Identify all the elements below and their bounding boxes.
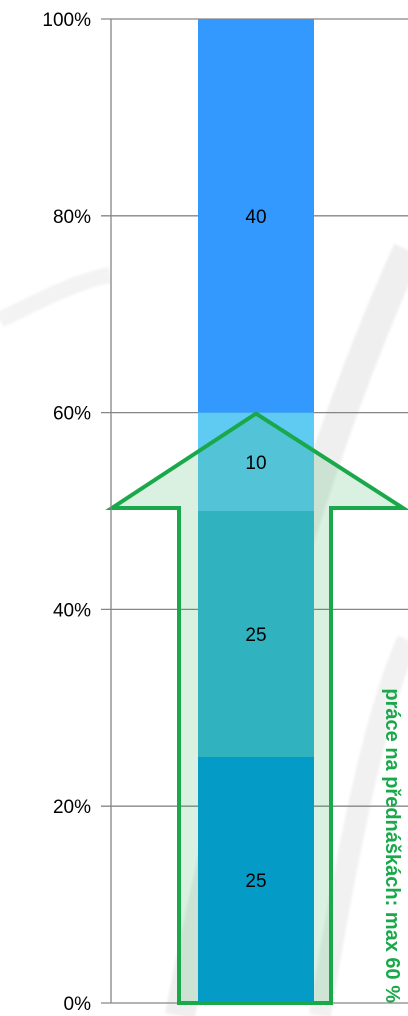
highlight-band bbox=[198, 413, 314, 511]
bar-segment bbox=[198, 511, 314, 757]
data-label: 25 bbox=[245, 625, 266, 646]
data-label: 25 bbox=[245, 871, 266, 892]
data-label: 10 bbox=[245, 453, 266, 474]
bar-segment bbox=[198, 19, 314, 413]
y-tick-label: 40% bbox=[53, 600, 91, 621]
y-tick-label: 100% bbox=[42, 10, 91, 31]
y-tick-label: 80% bbox=[53, 207, 91, 228]
y-tick-label: 20% bbox=[53, 797, 91, 818]
annotation-text: práce na přednáškách: max 60 % bbox=[381, 688, 403, 1003]
bar-segment bbox=[198, 757, 314, 1003]
y-axis: 0% 20% 40% 60% 80% 100% bbox=[42, 10, 112, 1015]
y-tick-label: 0% bbox=[64, 994, 92, 1015]
y-tick-label: 60% bbox=[53, 404, 91, 425]
data-labels: 25 25 10 40 bbox=[245, 207, 266, 892]
arrow-shape bbox=[105, 411, 408, 1005]
data-label: 40 bbox=[245, 207, 266, 228]
annotation-arrow bbox=[105, 411, 408, 1005]
